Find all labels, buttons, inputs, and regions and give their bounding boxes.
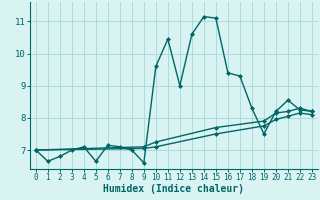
X-axis label: Humidex (Indice chaleur): Humidex (Indice chaleur) <box>103 184 244 194</box>
